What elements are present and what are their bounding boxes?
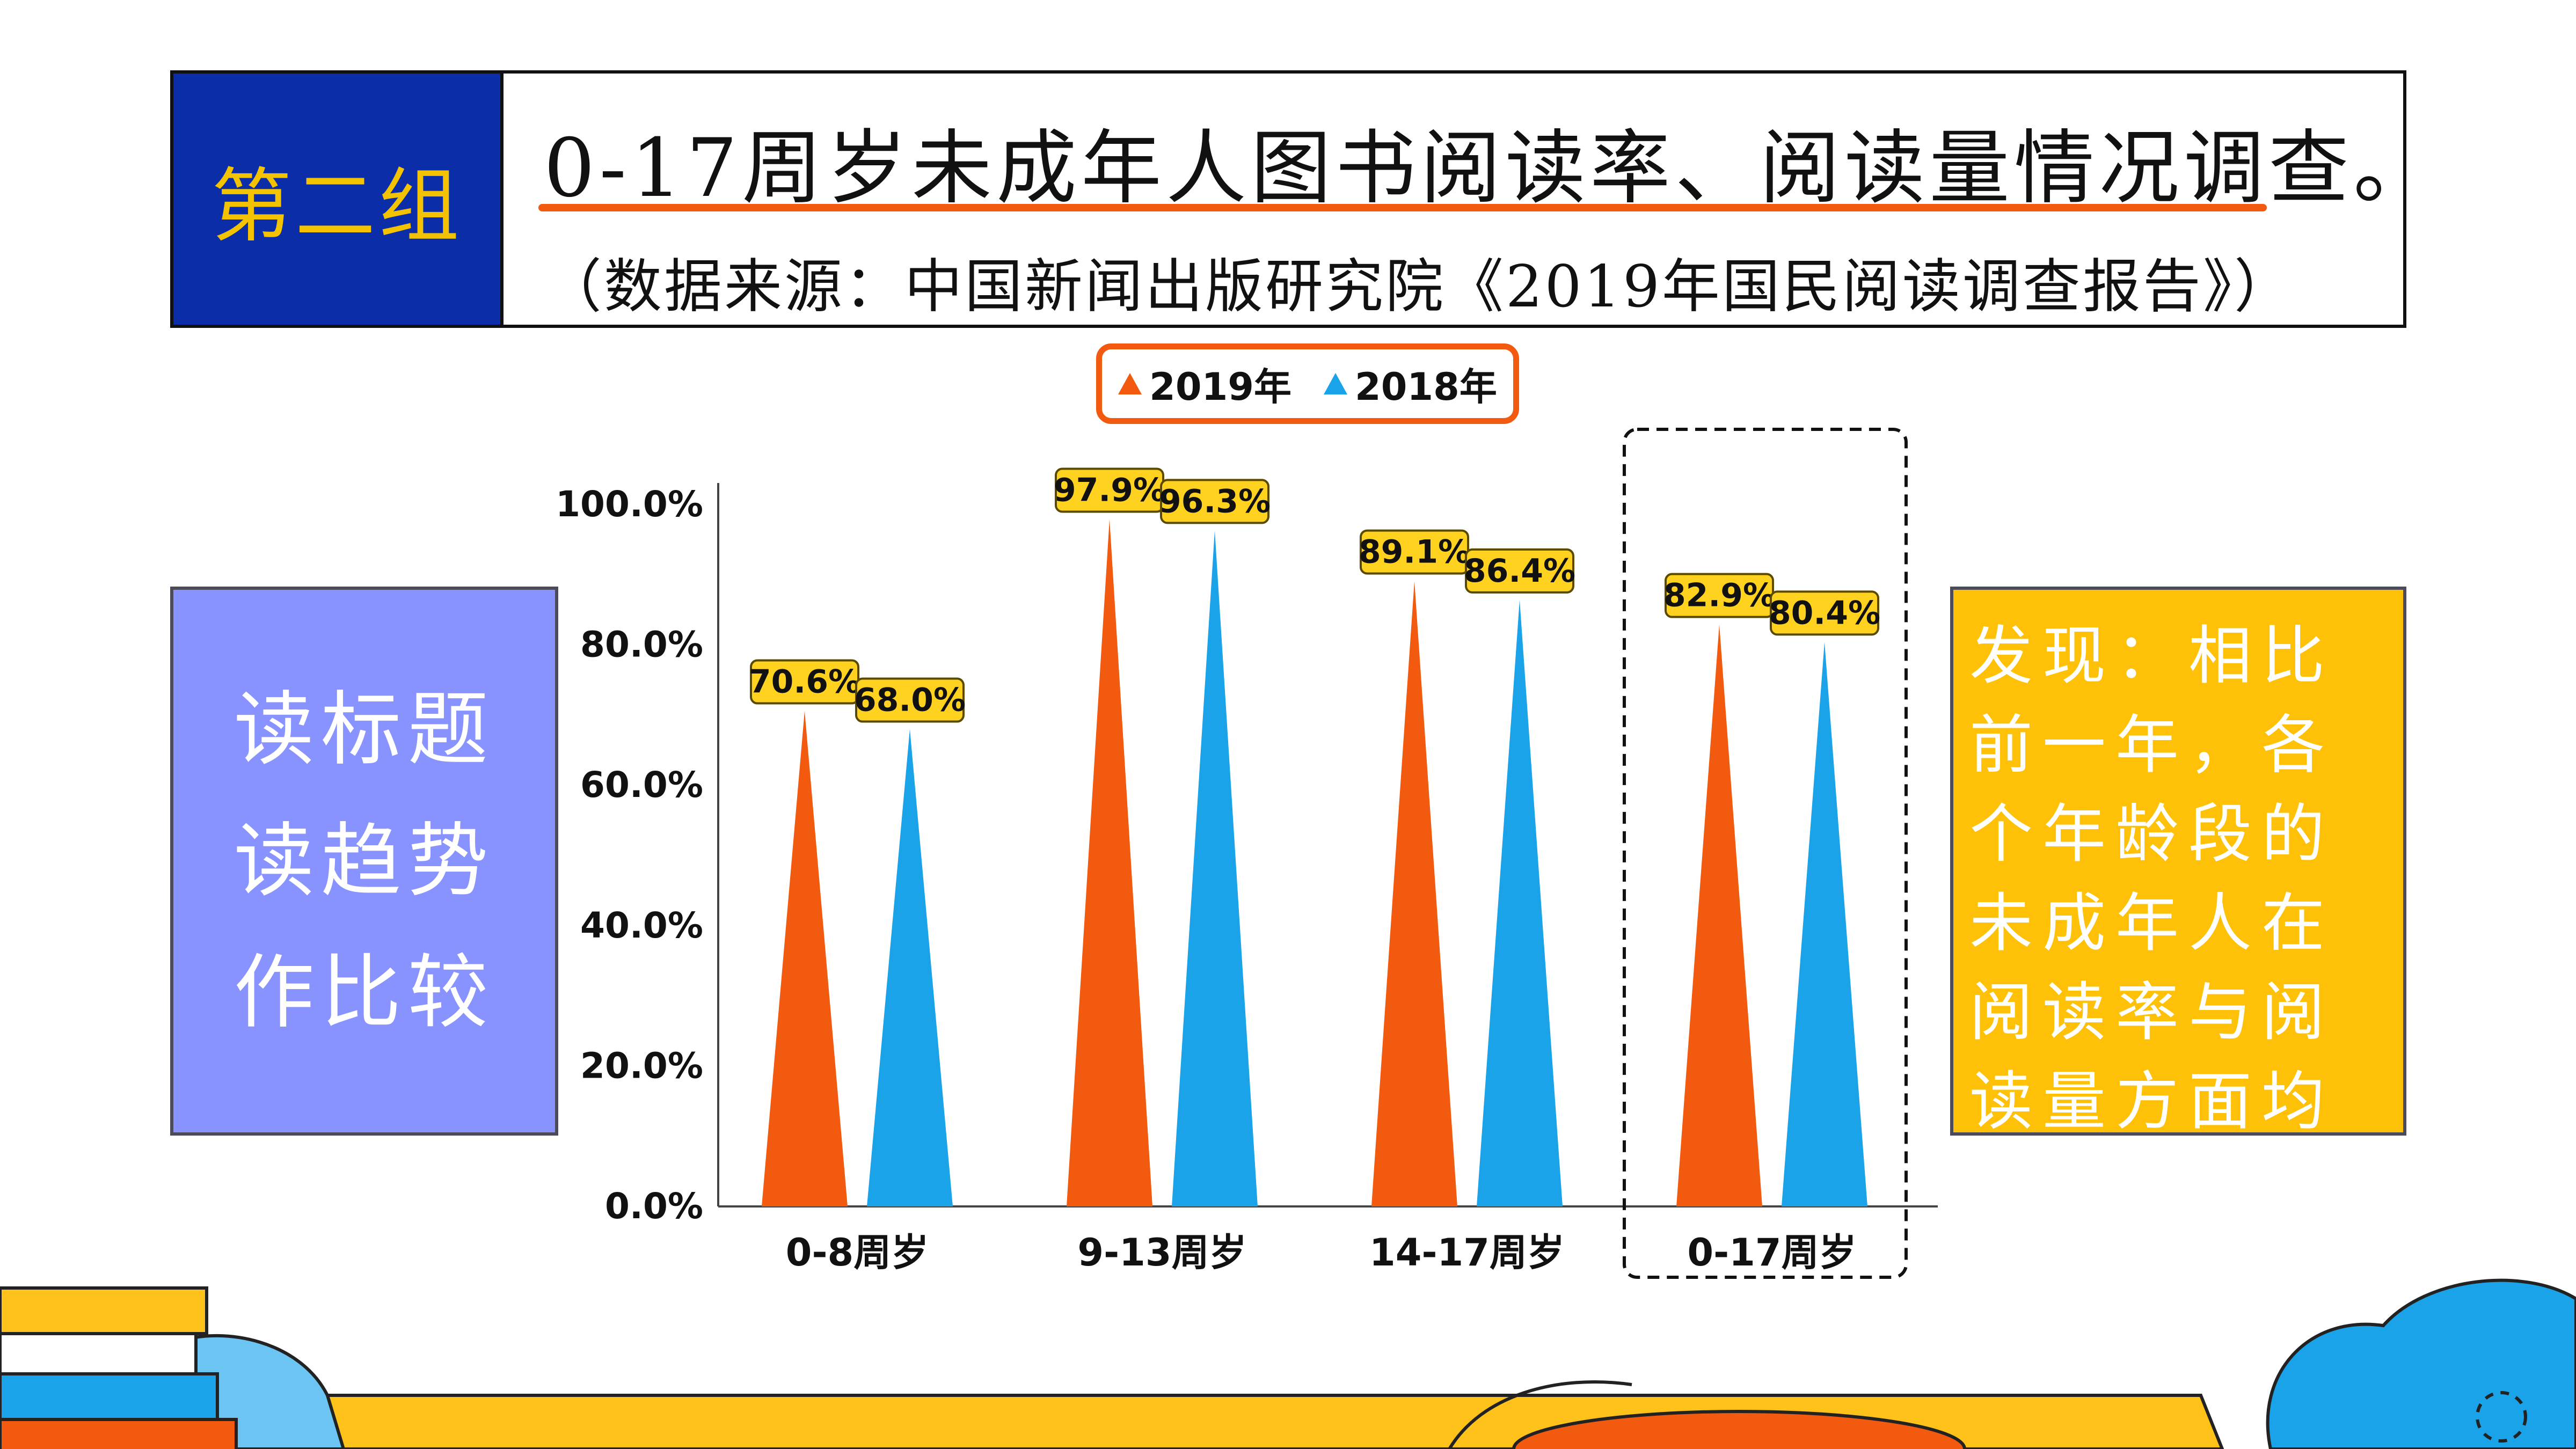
legend-item-2019: 2019年 <box>1118 357 1291 411</box>
data-label: 97.9% <box>1054 471 1165 509</box>
data-label: 86.4% <box>1464 552 1575 590</box>
instruction-line: 读标题 <box>233 683 495 777</box>
chart-legend: 2019年 2018年 <box>1096 343 1519 424</box>
data-label-box <box>855 677 965 723</box>
bar-2019 <box>1371 581 1457 1206</box>
cloud-right <box>2266 1278 2576 1449</box>
y-tick-label: 60.0% <box>580 764 703 806</box>
y-tick-label: 80.0% <box>580 624 703 665</box>
legend-label-2018: 2018年 <box>1355 364 1497 409</box>
center-outline <box>1448 1380 1632 1449</box>
x-category-label: 0-8周岁 <box>786 1231 929 1275</box>
triangle-icon-blue <box>1324 373 1347 394</box>
data-label-box <box>1465 548 1574 594</box>
data-label: 96.3% <box>1159 482 1271 520</box>
bar-2018 <box>1477 599 1563 1206</box>
instruction-line: 作比较 <box>233 946 495 1040</box>
y-tick-label: 20.0% <box>580 1045 703 1086</box>
data-label: 82.9% <box>1663 577 1775 614</box>
y-tick-label: 0.0% <box>605 1185 703 1227</box>
bar-2019 <box>762 711 848 1206</box>
x-category-label: 0-17周岁 <box>1687 1231 1856 1275</box>
book-blue <box>0 1372 219 1421</box>
findings-text: 发现：相比前一年，各个年龄段的未成年人在阅读率与阅读量方面均有所提高 <box>1969 619 2335 1227</box>
group-badge: 第二组 <box>173 74 503 325</box>
data-label-box <box>1770 590 1879 636</box>
header-banner: 第二组 0-17周岁未成年人图书阅读率、阅读量情况调查。 （数据来源：中国新闻出… <box>170 70 2438 328</box>
data-source: （数据来源：中国新闻出版研究院《2019年国民阅读调查报告》） <box>544 253 2294 320</box>
data-label: 80.4% <box>1769 594 1880 632</box>
orange-shape-center <box>1512 1410 1966 1449</box>
bar-2019 <box>1676 624 1762 1206</box>
bar-2019 <box>1067 519 1152 1206</box>
legend-label-2019: 2019年 <box>1149 364 1291 409</box>
y-tick-label: 40.0% <box>580 905 703 946</box>
triangle-icon-orange <box>1118 373 1142 394</box>
data-label: 70.6% <box>749 663 860 701</box>
page-title: 0-17周岁未成年人图书阅读率、阅读量情况调查。 <box>544 122 2438 215</box>
findings-box: 发现：相比前一年，各个年龄段的未成年人在阅读率与阅读量方面均有所提高 <box>1950 587 2406 1227</box>
legend-item-2018: 2018年 <box>1324 357 1497 411</box>
book-yellow <box>0 1286 208 1335</box>
data-label: 68.0% <box>854 682 966 719</box>
group-label: 第二组 <box>211 159 463 253</box>
title-underline <box>538 204 2267 211</box>
instruction-box: 读标题 读趋势 作比较 <box>170 587 558 1136</box>
y-tick-label: 100.0% <box>556 484 703 525</box>
x-category-label: 9-13周岁 <box>1077 1231 1246 1275</box>
book-orange <box>0 1418 238 1449</box>
cloud-right-detail <box>2476 1391 2527 1443</box>
data-label: 89.1% <box>1359 533 1470 571</box>
x-category-label: 14-17周岁 <box>1369 1231 1565 1275</box>
bar-2018 <box>867 729 953 1206</box>
bar-2018 <box>1172 530 1258 1206</box>
data-label-box <box>1160 479 1269 524</box>
instruction-line: 读趋势 <box>233 814 495 908</box>
book-white <box>0 1332 198 1375</box>
highlight-frame <box>1623 428 1908 1279</box>
bar-2018 <box>1782 642 1867 1206</box>
